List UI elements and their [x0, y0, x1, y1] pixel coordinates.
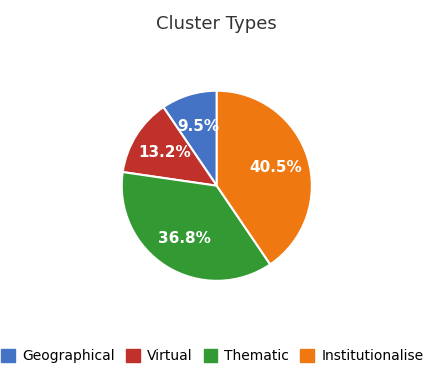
Text: 36.8%: 36.8%	[158, 231, 211, 246]
Title: Cluster Types: Cluster Types	[157, 15, 277, 33]
Wedge shape	[163, 91, 217, 186]
Wedge shape	[217, 91, 312, 264]
Text: 13.2%: 13.2%	[138, 146, 191, 160]
Wedge shape	[123, 107, 217, 186]
Legend: Geographical, Virtual, Thematic, Institutionalised: Geographical, Virtual, Thematic, Institu…	[0, 344, 423, 369]
Text: 40.5%: 40.5%	[250, 160, 302, 175]
Wedge shape	[122, 172, 270, 281]
Text: 9.5%: 9.5%	[178, 119, 220, 134]
